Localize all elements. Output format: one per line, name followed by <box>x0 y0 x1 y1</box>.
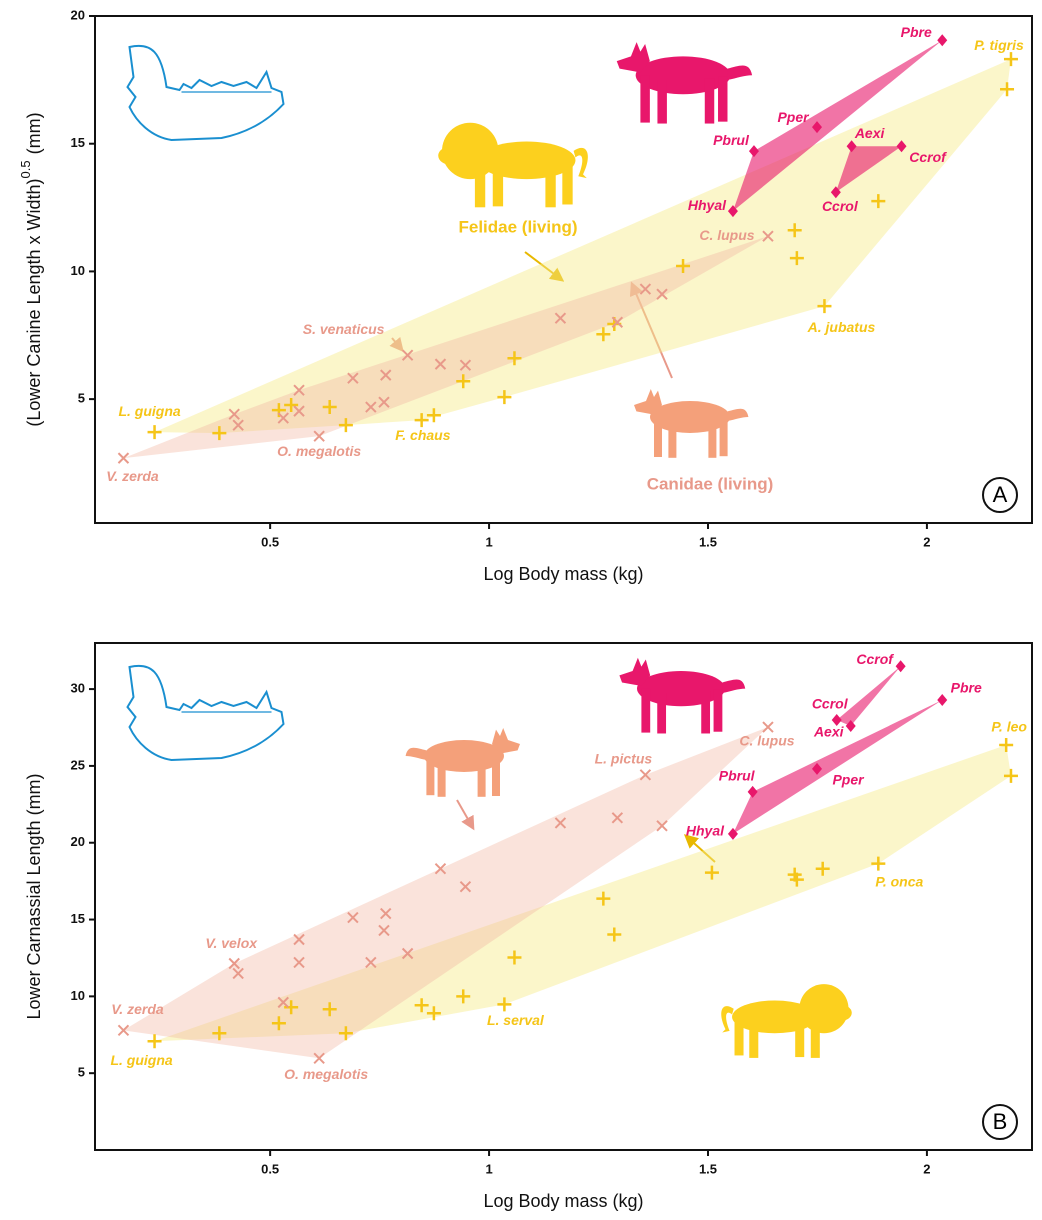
point-label: Pper <box>777 109 810 125</box>
x-tick-label: 2 <box>923 534 930 549</box>
point-label: Pbre <box>901 24 932 40</box>
point-label: L. guigna <box>110 1052 172 1068</box>
y-tick-label: 5 <box>78 1065 85 1080</box>
jaw-icon <box>128 666 284 760</box>
y-axis-title: (Lower Canine Length x Width)0.5 (mm) <box>18 112 43 426</box>
diamond-marker <box>937 34 947 46</box>
point-label: Hhyal <box>688 197 727 213</box>
y-tick-label: 10 <box>71 263 85 278</box>
plus-marker <box>148 425 162 439</box>
jaw-icon <box>128 46 284 140</box>
point-label: F. chaus <box>395 427 450 443</box>
x-tick-label: 1.5 <box>699 534 717 549</box>
point-label: L. serval <box>487 1012 545 1028</box>
point-label: C. lupus <box>699 227 754 243</box>
point-label: P. tigris <box>974 37 1024 53</box>
cross-marker <box>763 722 773 732</box>
hyena-silhouette <box>619 658 745 734</box>
y-tick-label: 30 <box>71 681 85 696</box>
x-axis-title: Log Body mass (kg) <box>483 1191 643 1211</box>
x-tick-label: 2 <box>923 1161 930 1176</box>
point-label: L. pictus <box>595 751 653 767</box>
y-axis-title-unit: (mm) <box>24 112 44 154</box>
y-tick-label: 20 <box>71 7 85 22</box>
group-label: Felidae (living) <box>458 217 577 236</box>
point-label: P. onca <box>875 873 923 889</box>
x-tick-label: 1 <box>485 1161 492 1176</box>
hyena-silhouette <box>617 42 752 123</box>
point <box>148 425 162 439</box>
point <box>763 722 773 732</box>
point-label: Pbrul <box>713 132 750 148</box>
diamond-marker <box>896 660 906 672</box>
point <box>148 1034 162 1048</box>
plus-marker <box>148 1034 162 1048</box>
y-tick-label: 20 <box>71 834 85 849</box>
diamond-marker <box>937 694 947 706</box>
wolf-silhouette <box>634 389 748 458</box>
y-axis-title-superscript: 0.5 <box>18 160 33 178</box>
point-label: S. venaticus <box>303 321 385 337</box>
point <box>896 660 906 672</box>
hulls <box>123 40 1011 458</box>
point-label: Hhyal <box>686 823 725 839</box>
wolf-silhouette <box>406 728 520 797</box>
point-label: Ccrof <box>909 149 947 165</box>
point-label: A. jubatus <box>807 319 876 335</box>
point-label: O. megalotis <box>284 1066 368 1082</box>
y-tick-label: 25 <box>71 757 85 772</box>
plot-frame <box>95 643 1032 1150</box>
point-label: V. zerda <box>106 468 159 484</box>
panel-label: A <box>993 482 1008 507</box>
y-axis-title: Lower Carnassial Length (mm) <box>24 773 44 1019</box>
x-axis-title: Log Body mass (kg) <box>483 564 643 584</box>
group-hull <box>155 59 1011 433</box>
y-tick-label: 10 <box>71 988 85 1003</box>
cross-marker <box>118 453 128 463</box>
point <box>937 694 947 706</box>
point-label: O. megalotis <box>277 443 361 459</box>
point-label: L. guigna <box>118 403 180 419</box>
panel-label: B <box>993 1109 1008 1134</box>
lion-silhouette <box>721 984 852 1058</box>
y-axis-title-text: (Lower Canine Length x Width) <box>24 178 44 426</box>
x-tick-label: 1 <box>485 534 492 549</box>
point-label: C. lupus <box>739 733 794 749</box>
y-tick-label: 15 <box>71 135 85 150</box>
x-tick-label: 0.5 <box>261 534 279 549</box>
point-label: Pbre <box>951 680 982 696</box>
point-label: Pper <box>832 772 865 788</box>
x-tick-label: 0.5 <box>261 1161 279 1176</box>
point-label: Ccrol <box>812 696 849 712</box>
point-label: V. velox <box>205 935 258 951</box>
x-tick-label: 1.5 <box>699 1161 717 1176</box>
lion-silhouette <box>438 123 588 208</box>
arrow <box>457 800 473 828</box>
point-label: Aexi <box>813 724 845 740</box>
point-label: Pbrul <box>719 768 756 784</box>
point-label: P. leo <box>991 719 1027 735</box>
point <box>118 453 128 463</box>
figure: 0.511.525101520Log Body mass (kg)(Lower … <box>0 0 1042 1220</box>
y-tick-label: 5 <box>78 391 85 406</box>
point <box>937 34 947 46</box>
point-label: V. zerda <box>111 1001 164 1017</box>
point-label: Ccrol <box>822 198 859 214</box>
point-label: Aexi <box>854 125 886 141</box>
point-label: Ccrof <box>856 651 894 667</box>
y-tick-label: 15 <box>71 911 85 926</box>
group-label: Canidae (living) <box>647 474 774 493</box>
